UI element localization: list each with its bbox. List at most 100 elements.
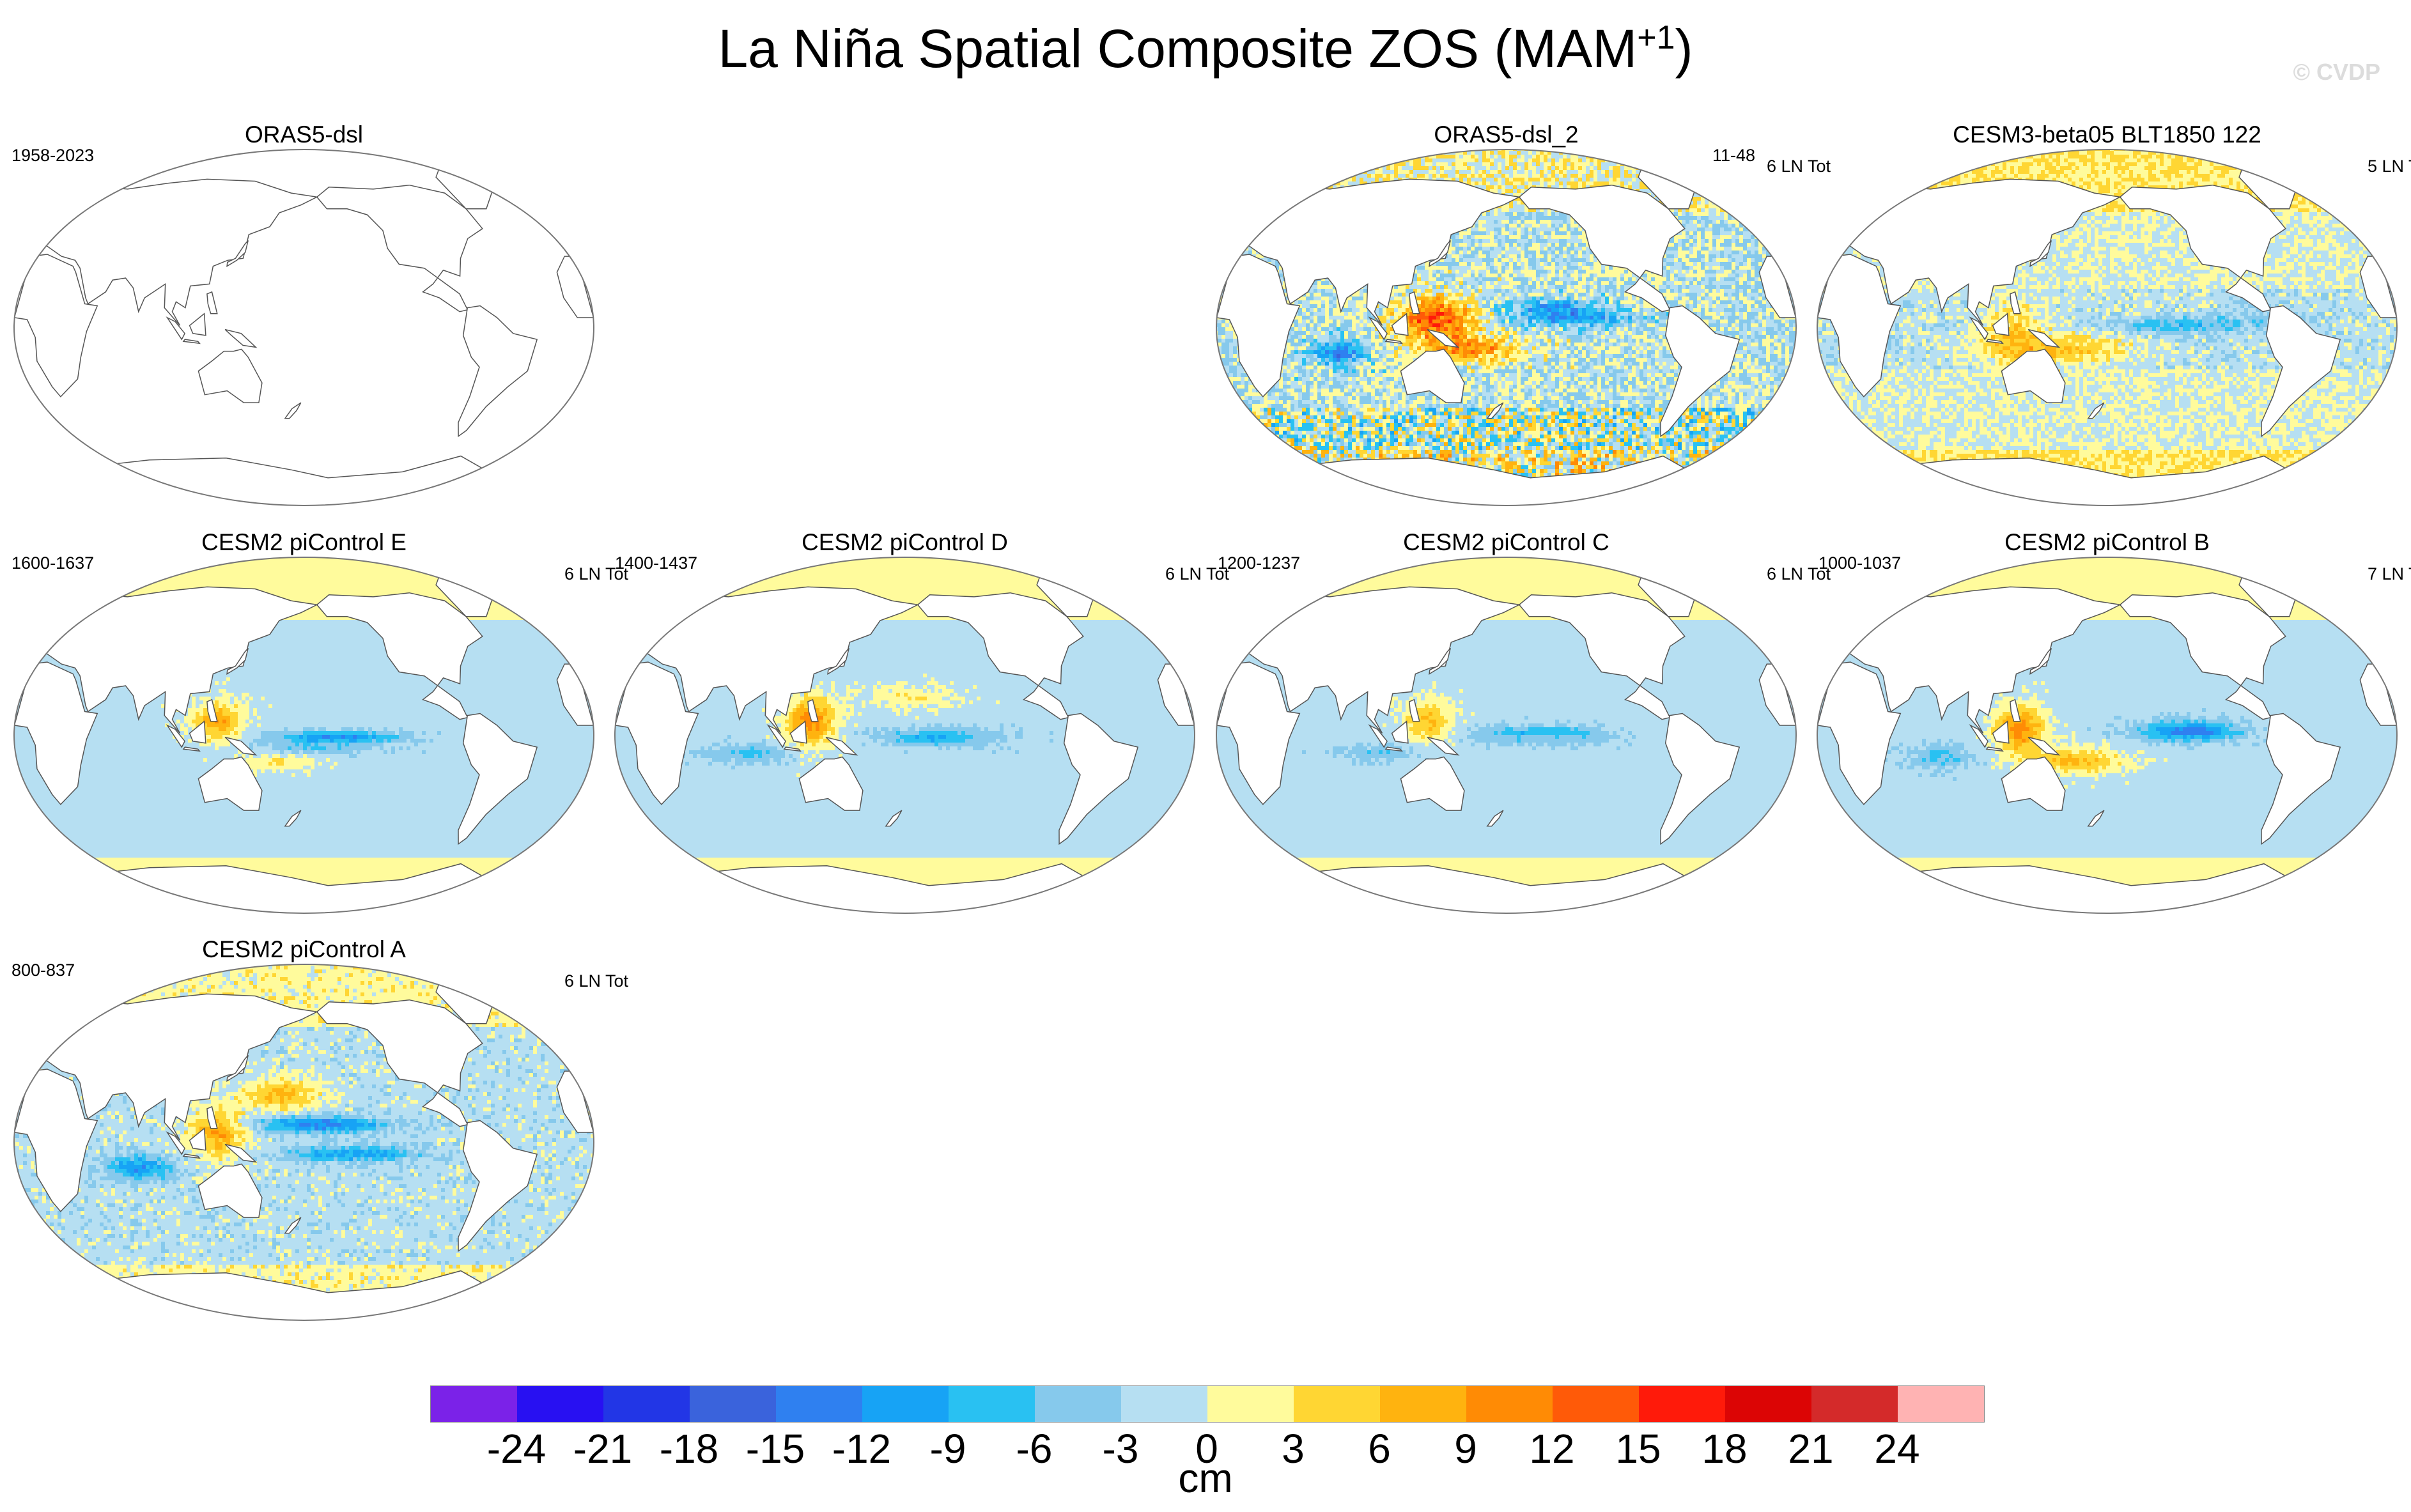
field-cell: [1390, 331, 1394, 335]
field-cell: [1306, 408, 1310, 412]
field-cell: [1287, 377, 1291, 381]
field-cell: [1352, 343, 1356, 346]
field-cell: [1386, 373, 1390, 377]
field-cell: [1321, 377, 1325, 381]
field-cell: [1229, 343, 1233, 346]
field-cell: [1383, 431, 1386, 435]
field-cell: [1317, 185, 1321, 189]
field-cell: [1283, 174, 1287, 178]
field-cell: [1379, 423, 1383, 427]
field-cell: [1298, 415, 1302, 419]
field-cell: [1260, 185, 1264, 189]
field-cell: [1406, 442, 1409, 446]
field-cell: [1256, 185, 1260, 189]
field-cell: [1363, 454, 1367, 458]
field-cell: [1352, 431, 1356, 435]
field-cell: [1214, 496, 1218, 500]
field-cell: [1386, 343, 1390, 346]
field-cell: [1386, 174, 1390, 178]
field-cell: [1363, 308, 1367, 312]
field-cell: [1406, 500, 1409, 504]
field-cell: [1390, 312, 1394, 316]
field-cell: [1252, 450, 1256, 454]
field-cell: [1321, 496, 1325, 500]
field-cell: [1302, 477, 1306, 481]
field-cell: [1325, 369, 1329, 373]
field-cell: [1221, 270, 1225, 274]
field-cell: [1283, 412, 1287, 415]
field-cell: [1348, 155, 1352, 158]
field-cell: [1371, 504, 1375, 507]
field-cell: [1302, 450, 1306, 454]
field-cell: [1291, 392, 1294, 396]
field-cell: [1244, 465, 1248, 469]
field-cell: [1302, 488, 1306, 492]
field-cell: [1375, 488, 1379, 492]
field-cell: [1248, 446, 1252, 450]
field-cell: [1310, 373, 1314, 377]
field-cell: [1271, 415, 1275, 419]
field-cell: [1383, 446, 1386, 450]
field-cell: [1325, 415, 1329, 419]
field-cell: [1360, 293, 1363, 297]
field-cell: [1244, 216, 1248, 220]
field-cell: [1367, 442, 1371, 446]
field-cell: [1233, 346, 1237, 350]
field-cell: [1337, 504, 1340, 507]
field-cell: [1390, 412, 1394, 415]
field-cell: [1337, 323, 1340, 327]
field-cell: [1321, 339, 1325, 343]
field-cell: [1383, 174, 1386, 178]
field-cell: [1348, 166, 1352, 170]
field-cell: [1298, 343, 1302, 346]
field-cell: [1317, 316, 1321, 320]
field-cell: [1218, 274, 1221, 277]
field-cell: [1221, 431, 1225, 435]
field-cell: [1344, 346, 1348, 350]
field-cell: [1294, 362, 1298, 366]
field-cell: [1264, 446, 1268, 450]
field-cell: [1241, 178, 1244, 181]
field-cell: [1229, 216, 1233, 220]
field-cell: [1237, 450, 1241, 454]
field-cell: [1260, 427, 1264, 431]
field-cell: [1360, 427, 1363, 431]
field-cell: [1306, 308, 1310, 312]
field-cell: [1225, 423, 1229, 427]
field-cell: [1402, 450, 1406, 454]
field-cell: [1356, 178, 1360, 181]
field-cell: [1221, 224, 1225, 228]
field-cell: [1310, 450, 1314, 454]
field-cell: [1337, 155, 1340, 158]
field-cell: [1291, 151, 1294, 155]
field-cell: [1248, 504, 1252, 507]
field-cell: [1344, 327, 1348, 331]
field-cell: [1218, 404, 1221, 408]
map-svg: [12, 147, 596, 508]
field-cell: [1306, 151, 1310, 155]
field-cell: [1394, 350, 1398, 354]
field-cell: [1409, 316, 1413, 320]
field-cell: [1360, 484, 1363, 488]
field-cell: [1221, 373, 1225, 377]
field-cell: [1333, 412, 1337, 415]
field-cell: [1237, 488, 1241, 492]
field-cell: [1218, 492, 1221, 496]
field-cell: [1229, 477, 1233, 481]
field-cell: [1252, 408, 1256, 412]
field-cell: [1306, 297, 1310, 300]
field-cell: [1375, 423, 1379, 427]
field-cell: [1237, 178, 1241, 181]
field-cell: [1218, 281, 1221, 285]
field-cell: [1260, 193, 1264, 197]
field-cell: [1291, 500, 1294, 504]
field-cell: [1321, 155, 1325, 158]
field-cell: [1317, 293, 1321, 297]
field-cell: [1244, 197, 1248, 201]
field-cell: [1340, 385, 1344, 389]
field-cell: [1252, 458, 1256, 461]
field-cell: [1271, 450, 1275, 454]
field-cell: [1394, 427, 1398, 431]
field-cell: [1218, 473, 1221, 477]
field-cell: [1268, 507, 1271, 508]
